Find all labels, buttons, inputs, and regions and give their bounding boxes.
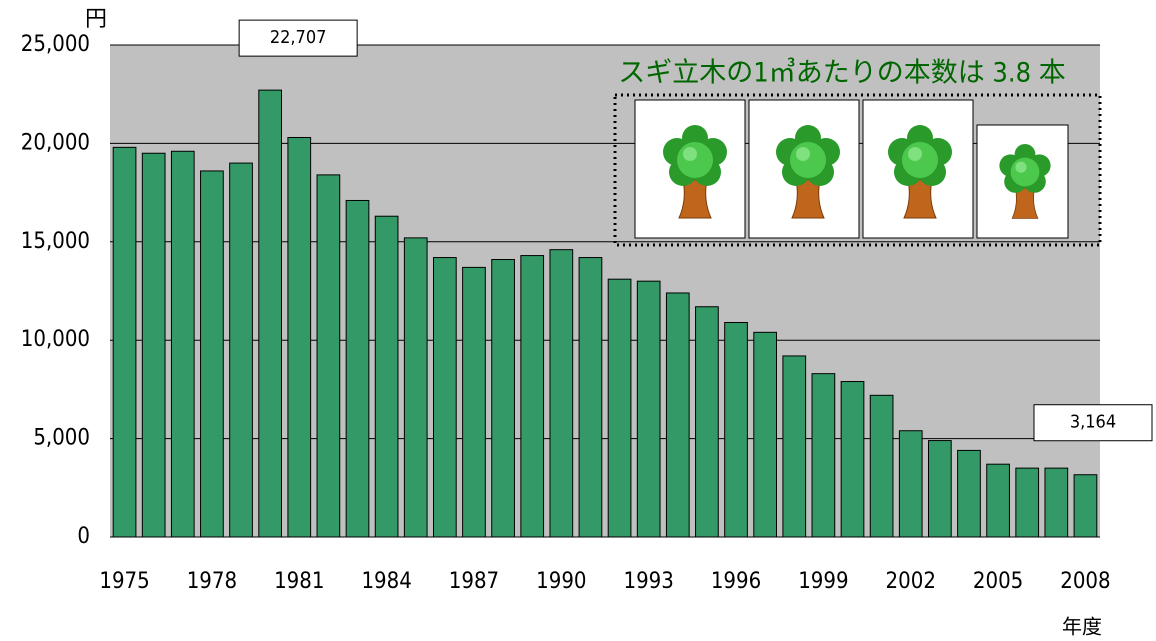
- bar: [492, 260, 515, 537]
- bar: [317, 175, 340, 537]
- x-tick-label: 2002: [886, 569, 936, 594]
- x-tick-label: 2008: [1060, 569, 1110, 594]
- bar: [812, 374, 835, 537]
- x-tick-label: 1990: [536, 569, 586, 594]
- bar: [841, 382, 864, 537]
- bar: [1016, 468, 1039, 537]
- x-tick-label: 1999: [798, 569, 848, 594]
- bar: [463, 267, 486, 537]
- bar: [142, 153, 165, 537]
- bar: [958, 450, 981, 537]
- bar: [666, 293, 689, 537]
- bar: [375, 216, 398, 537]
- x-tick-label: 2005: [973, 569, 1023, 594]
- bar: [1045, 468, 1068, 537]
- bar: [113, 147, 136, 537]
- bar: [346, 200, 369, 537]
- bar: [783, 356, 806, 537]
- y-tick-label: 5,000: [33, 426, 90, 451]
- bar: [433, 258, 456, 537]
- x-axis-label: 年度: [1062, 615, 1102, 639]
- bar: [696, 307, 719, 537]
- bar: [288, 137, 311, 537]
- y-tick-label: 25,000: [21, 32, 90, 57]
- x-tick-label: 1987: [449, 569, 499, 594]
- y-tick-label: 15,000: [21, 229, 90, 254]
- bar: [928, 441, 951, 537]
- x-tick-label: 1978: [187, 569, 237, 594]
- bar: [521, 256, 544, 537]
- y-tick-label: 0: [77, 524, 90, 549]
- chart: 円 年度 スギ立木の1㎥あたりの本数は 3.8 本 0 5,000 10,000 15…: [0, 0, 1156, 641]
- y-tick-label: 10,000: [21, 327, 90, 352]
- bar: [230, 163, 253, 537]
- bar: [870, 395, 893, 537]
- bar: [550, 250, 573, 537]
- bar: [987, 464, 1010, 537]
- bar: [579, 258, 602, 537]
- bar: [637, 281, 660, 537]
- bar: [404, 238, 427, 537]
- bar: [754, 332, 777, 537]
- bar: [259, 90, 282, 537]
- bar: [608, 279, 631, 537]
- x-tick-label: 1975: [99, 569, 149, 594]
- value-label: 22,707: [270, 27, 327, 48]
- bar: [1074, 475, 1097, 537]
- annotation: スギ立木の1㎥あたりの本数は 3.8 本: [618, 58, 1066, 89]
- x-tick-label: 1981: [274, 569, 324, 594]
- x-tick-label: 1993: [623, 569, 673, 594]
- y-unit-label: 円: [85, 7, 107, 32]
- x-tick-label: 1984: [361, 569, 411, 594]
- bar: [201, 171, 224, 537]
- x-tick-label: 1996: [711, 569, 761, 594]
- y-tick-label: 20,000: [21, 130, 90, 155]
- value-label: 3,164: [1070, 412, 1116, 433]
- bar: [725, 322, 748, 537]
- bar: [171, 151, 194, 537]
- bar: [899, 431, 922, 537]
